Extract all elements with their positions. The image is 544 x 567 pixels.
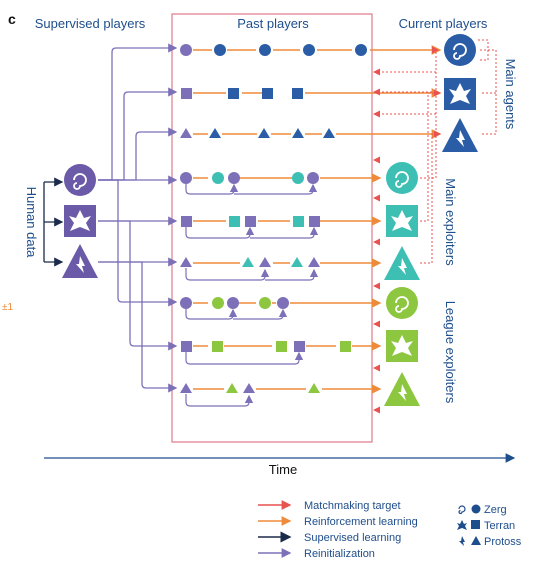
terran-icon xyxy=(69,210,91,231)
time-label: Time xyxy=(269,462,297,477)
row-league-terran xyxy=(181,330,418,365)
legend-matchmaking-label: Matchmaking target xyxy=(304,500,401,512)
panel-letter: c xyxy=(8,11,16,27)
supervised-zerg xyxy=(64,164,96,196)
legend-zerg-label: Zerg xyxy=(484,504,507,516)
human-data-label: Human data xyxy=(24,187,39,259)
league-exploiters-label: League exploiters xyxy=(443,301,458,404)
row-main-terran xyxy=(181,78,476,110)
zerg-icon xyxy=(73,173,87,190)
human-data-bracket xyxy=(43,177,64,267)
row-league-zerg xyxy=(180,287,418,320)
past-players-frame xyxy=(171,13,373,443)
legend-terran-label: Terran xyxy=(484,520,515,532)
header-past-players: Past players xyxy=(237,16,309,31)
protoss-icon xyxy=(398,384,407,401)
legend: Matchmaking target Reinforcement learnin… xyxy=(258,500,522,560)
main-exploiters-label: Main exploiters xyxy=(443,178,458,266)
terran-icon xyxy=(457,520,467,530)
protoss-icon xyxy=(459,536,465,546)
legend-terran-square xyxy=(471,520,480,529)
row-exploiter-terran xyxy=(181,205,418,239)
zerg-icon xyxy=(458,505,466,515)
row-main-protoss xyxy=(180,118,478,152)
terran-icon xyxy=(449,83,471,104)
terran-icon xyxy=(391,210,413,231)
zerg-icon xyxy=(453,43,467,60)
matchmaking-targets xyxy=(373,39,497,414)
terran-icon xyxy=(391,335,413,356)
main-agents-label: Main agents xyxy=(503,59,518,130)
protoss-icon xyxy=(456,130,465,147)
header-supervised-players: Supervised players xyxy=(35,16,146,31)
row-exploiter-protoss xyxy=(180,246,420,281)
legend-protoss-triangle xyxy=(471,536,481,545)
legend-zerg-circle xyxy=(471,504,481,514)
legend-protoss-label: Protoss xyxy=(484,536,522,548)
supervised-protoss xyxy=(62,244,98,278)
row-league-protoss xyxy=(180,372,420,407)
header-current-players: Current players xyxy=(399,16,488,31)
row-exploiter-zerg xyxy=(180,162,418,195)
zerg-icon xyxy=(395,171,409,188)
legend-reinforcement-label: Reinforcement learning xyxy=(304,516,418,528)
reinitialization-connectors xyxy=(98,43,178,393)
margin-mark: ±1 xyxy=(2,302,13,313)
supervised-terran xyxy=(64,205,96,237)
protoss-icon xyxy=(76,256,85,273)
legend-reinit-label: Reinitialization xyxy=(304,548,375,560)
row-main-zerg xyxy=(180,34,476,66)
protoss-icon xyxy=(398,258,407,275)
legend-supervised-label: Supervised learning xyxy=(304,532,401,544)
zerg-icon xyxy=(395,296,409,313)
